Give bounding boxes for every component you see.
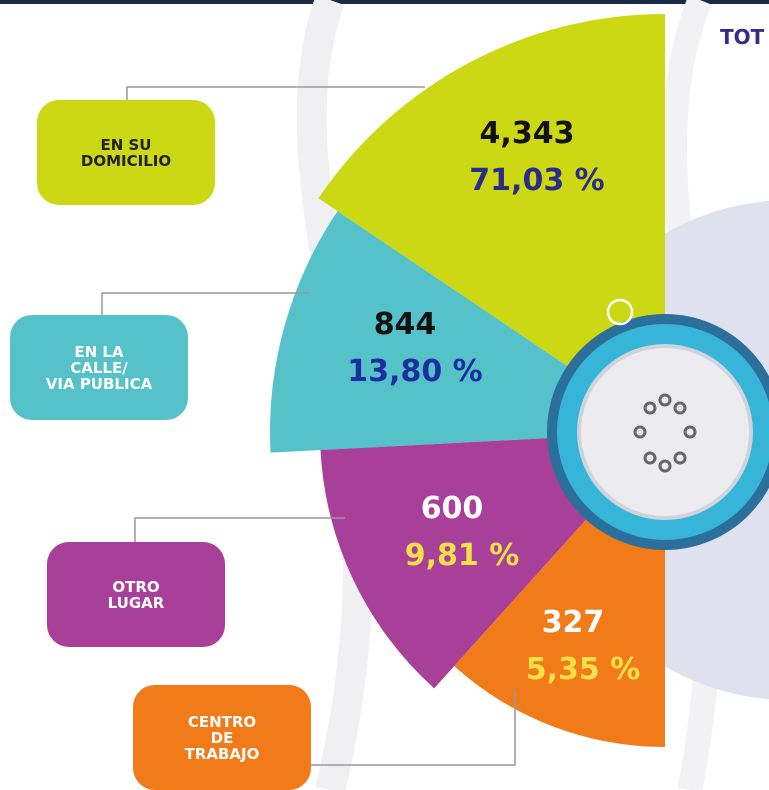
category-box: OTRO LUGAR — [47, 542, 225, 647]
percent-label: 5,35 % — [526, 652, 641, 687]
title: TOT — [720, 25, 765, 49]
category-box: EN SU DOMICILIO — [37, 100, 215, 205]
category-box: CENTRO DE TRABAJO — [133, 685, 311, 790]
percent-label: 9,81 % — [405, 538, 520, 573]
center-disc — [577, 344, 753, 520]
value-label: 327 — [542, 605, 605, 640]
value-label: 844 — [374, 307, 437, 342]
center-icon — [633, 393, 697, 473]
percent-label: 71,03 % — [469, 163, 604, 198]
category-box: EN LA CALLE/ VIA PUBLICA — [10, 315, 188, 420]
percent-icon — [606, 298, 634, 326]
leader-lines — [101, 86, 516, 766]
value-label: 600 — [421, 491, 484, 526]
top-bar — [0, 0, 769, 4]
wedge — [318, 14, 665, 432]
value-label: 4,343 — [480, 116, 575, 151]
percent-label: 13,80 % — [347, 354, 482, 389]
